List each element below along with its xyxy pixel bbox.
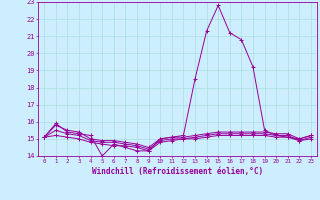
X-axis label: Windchill (Refroidissement éolien,°C): Windchill (Refroidissement éolien,°C) [92, 167, 263, 176]
